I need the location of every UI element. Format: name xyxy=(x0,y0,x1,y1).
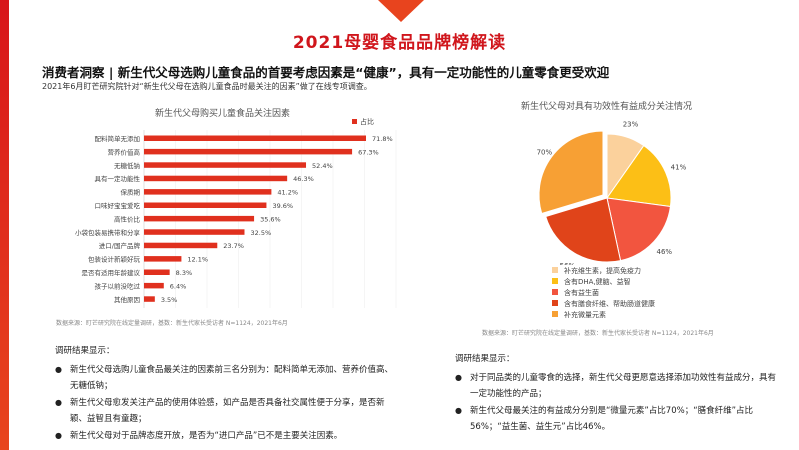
pie-data-label: 41% xyxy=(671,164,687,172)
bar xyxy=(144,135,366,141)
legend-swatch xyxy=(552,289,558,295)
category-label: 包装设计新颖好玩 xyxy=(88,255,141,264)
pie-slice xyxy=(606,144,672,208)
pie-data-label: 23% xyxy=(623,121,639,129)
data-label: 3.5% xyxy=(161,296,178,304)
data-label: 12.1% xyxy=(187,256,208,264)
category-label: 是否有适用年龄建议 xyxy=(82,268,141,277)
pie-chart-title: 新生代父母对具有功效性有益成分关注情况 xyxy=(521,102,693,112)
legend-item: 补充微量元素 xyxy=(552,310,655,321)
bar xyxy=(144,269,170,275)
data-label: 32.5% xyxy=(250,229,271,237)
bar xyxy=(144,202,267,208)
legend-swatch xyxy=(552,311,558,317)
category-label: 进口/国产品牌 xyxy=(99,241,141,250)
category-label: 小袋包装易携带和分享 xyxy=(75,228,141,237)
pie-data-label: 70% xyxy=(537,148,553,156)
category-label: 孩子以前没吃过 xyxy=(95,281,141,290)
category-label: 营养价值高 xyxy=(108,147,141,156)
bar xyxy=(144,256,182,262)
data-label: 39.6% xyxy=(272,202,293,210)
finding-item: 新生代父母最关注的有益成分分别是“微量元素”占比70%；“膳食纤维”占比56%；… xyxy=(455,403,777,436)
legend-item: 含有DHA,健脑、益智 xyxy=(552,277,655,288)
pie-data-label: 56% xyxy=(560,262,576,265)
legend-label: 含有益生菌 xyxy=(564,289,599,297)
data-label: 71.8% xyxy=(372,135,393,143)
category-label: 高性价比 xyxy=(114,214,141,223)
right-findings: 调研结果显示： 对于同品类的儿童零食的选择，新生代父母更愿意选择添加功效性有益成… xyxy=(455,351,777,436)
subtitle: 2021年6月盯芒研究院针对“新生代父母在选购儿童食品时最关注的因素”做了在线专… xyxy=(42,82,372,91)
category-label: 无糖低钠 xyxy=(114,161,140,170)
top-triangle-decoration xyxy=(378,0,424,22)
pie-legend: 补充维生素，提高免疫力 含有DHA,健脑、益智 含有益生菌含有膳食纤维、帮助肠道健康… xyxy=(552,266,655,321)
data-label: 67.3% xyxy=(358,148,379,156)
bar xyxy=(144,242,218,249)
bar xyxy=(144,175,288,182)
bar xyxy=(144,282,164,289)
data-label: 52.4% xyxy=(312,162,333,170)
legend-item: 含有益生菌 xyxy=(552,288,655,299)
legend-item: 含有膳食纤维、帮助肠道健康 xyxy=(552,299,655,310)
finding-item: 对于同品类的儿童零食的选择，新生代父母更愿意选择添加功效性有益成分，具有一定功能… xyxy=(455,370,777,403)
bar xyxy=(144,189,272,195)
bar-legend: 占比 xyxy=(352,117,374,127)
bar xyxy=(144,148,353,155)
findings-heading: 调研结果显示： xyxy=(455,354,515,364)
legend-label: 含有DHA,健脑、益智 xyxy=(564,278,631,286)
finding-item: 新生代父母对于品牌态度开放，是否为“进口产品”已不是主要关注因素。 xyxy=(55,428,400,445)
bar-chart-title: 新生代父母购买儿童食品关注因素 xyxy=(155,109,291,119)
pie-data-label: 46% xyxy=(657,248,673,256)
findings-heading: 调研结果显示： xyxy=(55,346,115,356)
finding-item: 新生代父母愈发关注产品的使用体验感，如产品是否具备社交属性便于分享，是否新颖、益… xyxy=(55,395,400,428)
category-label: 具有一定功能性 xyxy=(95,174,141,183)
bar xyxy=(144,229,245,235)
bar-legend-label: 占比 xyxy=(360,118,374,126)
finding-item: 新生代父母选购儿童食品最关注的因素前三名分别为：配料简单无添加、营养价值高、无糖… xyxy=(55,362,400,395)
category-label: 口味好宝宝爱吃 xyxy=(95,201,141,210)
pie-chart-source: 数据来源：盯芒研究院在线定量调研，基数：新生代家长受访者 N=1124，2021… xyxy=(482,330,714,337)
pie-slice xyxy=(538,130,604,215)
legend-label: 补充维生素，提高免疫力 xyxy=(564,267,641,275)
data-label: 8.3% xyxy=(176,269,193,277)
bar xyxy=(144,162,307,168)
legend-swatch xyxy=(552,300,558,306)
data-label: 35.6% xyxy=(260,215,281,223)
legend-label: 含有膳食纤维、帮助肠道健康 xyxy=(564,300,655,308)
legend-label: 补充微量元素 xyxy=(564,311,606,319)
legend-swatch xyxy=(552,278,558,284)
category-label: 其他原因 xyxy=(114,295,140,304)
data-label: 23.7% xyxy=(223,242,244,250)
headline: 消费者洞察 | 新生代父母选购儿童食品的首要考虑因素是“健康”，具有一定功能性的… xyxy=(42,65,610,80)
data-label: 6.4% xyxy=(170,282,187,290)
pie-slice xyxy=(606,197,671,262)
bar-chart: 配料简单无添加 71.8% 营养价值高 67.3% 无糖低钠 52.4% 具有一定功能性 46… xyxy=(75,130,397,308)
bar xyxy=(144,215,255,222)
data-label: 41.2% xyxy=(277,189,298,197)
legend-swatch xyxy=(552,267,558,273)
legend-item: 补充维生素，提高免疫力 xyxy=(552,266,655,277)
left-findings: 调研结果显示： 新生代父母选购儿童食品最关注的因素前三名分别为：配料简单无添加、… xyxy=(55,343,400,444)
bar-chart-source: 数据来源：盯芒研究院在线定量调研，基数：新生代家长受访者 N=1124，2021… xyxy=(56,320,288,327)
pie-chart: 23% 41% 46% 56% 70% xyxy=(537,121,687,265)
category-label: 保质期 xyxy=(121,188,141,197)
category-label: 配料简单无添加 xyxy=(95,134,141,143)
bar xyxy=(144,296,155,302)
pie-slice xyxy=(545,197,622,263)
side-accent-bar xyxy=(0,0,9,450)
data-label: 46.3% xyxy=(293,175,314,183)
page-title: 2021母婴食品品牌榜解读 xyxy=(292,33,507,53)
